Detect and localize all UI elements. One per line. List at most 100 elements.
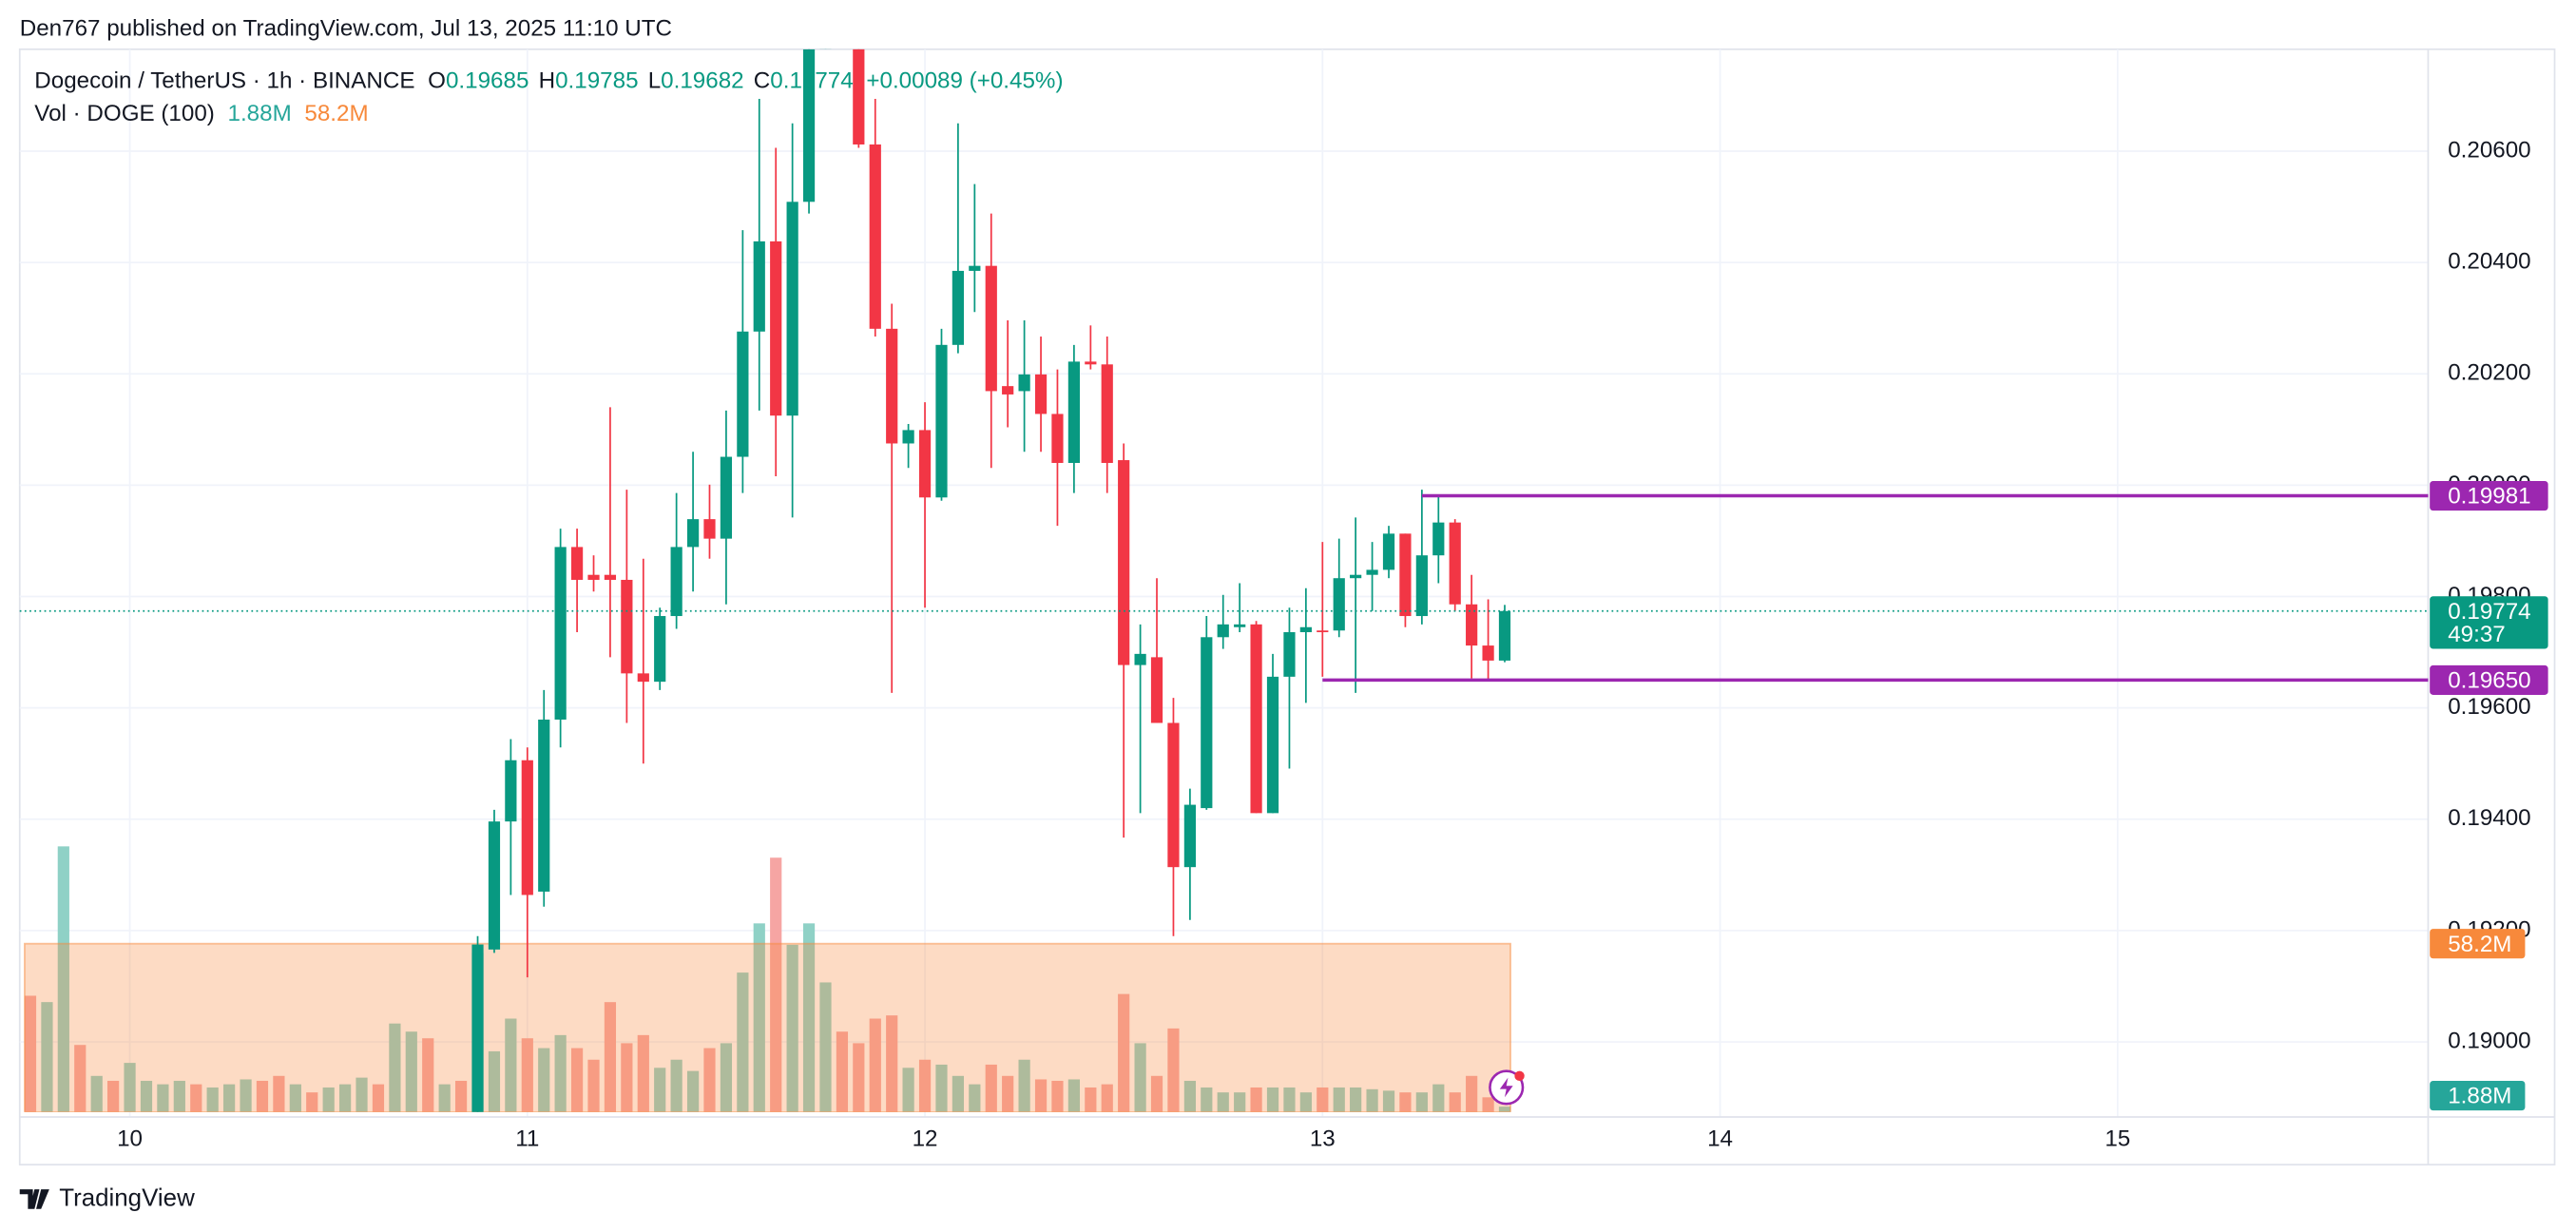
- x-tick-label: 13: [1310, 1126, 1336, 1152]
- candle-body: [604, 574, 617, 580]
- legend-value: 0.19785: [555, 68, 638, 94]
- volume-bar: [538, 1048, 550, 1112]
- candle-body: [554, 547, 567, 720]
- candle-body: [621, 579, 633, 674]
- volume-bar: [90, 1075, 103, 1112]
- candle-body: [969, 265, 981, 271]
- legend-letter: L: [648, 68, 661, 94]
- price-line-label: 0.19650: [2448, 668, 2530, 694]
- candle-body: [1299, 626, 1312, 633]
- volume-bar: [1201, 1087, 1213, 1112]
- volume-bar: [604, 1002, 617, 1112]
- published-note: Den767 published on TradingView.com, Jul…: [20, 15, 672, 41]
- candle-body: [1350, 574, 1362, 579]
- candle-body: [1250, 624, 1262, 814]
- volume-bar: [454, 1080, 468, 1112]
- candle-body: [1183, 804, 1197, 868]
- volume-bar: [356, 1077, 368, 1112]
- candle-body: [1234, 624, 1246, 627]
- candle-body: [1101, 364, 1113, 463]
- x-tick-label: 12: [913, 1126, 938, 1152]
- volume-bar: [836, 1031, 849, 1112]
- candle-body: [1366, 569, 1378, 575]
- candle-body: [637, 673, 649, 683]
- volume-bar: [1101, 1084, 1113, 1112]
- candle-body: [902, 430, 914, 444]
- y-tick-label: 0.19400: [2448, 805, 2530, 831]
- candle-body: [1466, 604, 1478, 646]
- candle-body: [918, 430, 932, 498]
- last-price-label: 0.19774: [2448, 599, 2530, 625]
- candle-body: [886, 328, 898, 444]
- y-tick-label: 0.20200: [2448, 360, 2530, 386]
- volume-bar: [902, 1068, 914, 1112]
- candle-body: [1085, 361, 1097, 365]
- volume-bar: [488, 1050, 501, 1112]
- candle-body: [819, 0, 831, 49]
- candle-body: [1382, 533, 1395, 570]
- price-line-badge: [2430, 480, 2548, 511]
- candle-body: [1415, 555, 1428, 617]
- volume-bar: [554, 1034, 567, 1112]
- candle-body: [1399, 533, 1412, 617]
- legend-letter: C: [754, 68, 770, 94]
- candle-body: [1201, 637, 1213, 809]
- volume-bar: [256, 1080, 269, 1112]
- candle-body: [720, 456, 733, 539]
- volume-bar: [1415, 1092, 1428, 1112]
- candle-body: [737, 331, 749, 457]
- volume-ma-value: 58.2M: [304, 101, 368, 126]
- candle-body: [670, 547, 682, 617]
- footer-logo: TradingView: [19, 1184, 195, 1211]
- candle-body: [869, 144, 881, 329]
- volume-bar: [1432, 1084, 1445, 1112]
- candle-body: [488, 821, 501, 950]
- volume-bar: [1118, 993, 1130, 1112]
- candle-body: [587, 574, 600, 580]
- volume-bar: [140, 1080, 153, 1112]
- candle-body: [471, 944, 484, 1112]
- volume-bar: [1266, 1087, 1279, 1112]
- volume-bar: [1399, 1092, 1412, 1112]
- volume-ma-badge: [2430, 929, 2526, 959]
- volume-bar: [935, 1064, 948, 1112]
- volume-bar: [240, 1079, 252, 1112]
- candle-body: [1217, 624, 1229, 638]
- volume-bar: [1299, 1092, 1312, 1112]
- legend-value: 0.19685: [446, 68, 529, 94]
- volume-ma-label: 58.2M: [2448, 932, 2511, 957]
- volume-bar: [372, 1084, 385, 1112]
- symbol: Dogecoin / TetherUS · 1h · BINANCE: [34, 68, 414, 94]
- candle-body: [1432, 522, 1445, 556]
- volume-label: 1.88M: [2448, 1084, 2511, 1109]
- volume-bar: [1466, 1075, 1478, 1112]
- candle-body: [1266, 676, 1279, 814]
- volume-bar: [1333, 1087, 1345, 1112]
- volume-bar: [1482, 1097, 1494, 1112]
- legend-ohlc: Dogecoin / TetherUS · 1h · BINANCE O0.19…: [34, 68, 1063, 94]
- volume-bar: [1350, 1087, 1362, 1112]
- legend-letter: H: [539, 68, 555, 94]
- candle-body: [1002, 386, 1014, 395]
- volume-bar: [853, 1043, 865, 1112]
- candle-body: [521, 760, 533, 895]
- volume-bar: [985, 1064, 997, 1112]
- volume-bar: [654, 1068, 666, 1112]
- last-price-badge: [2430, 596, 2548, 649]
- y-tick-label: 0.20600: [2448, 137, 2530, 163]
- candle-body: [1018, 374, 1030, 392]
- volume-bar: [157, 1084, 169, 1112]
- volume-bar: [753, 923, 765, 1112]
- candle-body: [753, 241, 765, 332]
- candle-body: [505, 760, 517, 822]
- volume-bar: [1150, 1075, 1163, 1112]
- candle-body: [802, 48, 816, 202]
- candle-body: [686, 519, 700, 548]
- volume-bar: [1382, 1090, 1395, 1112]
- volume-bar: [289, 1084, 301, 1112]
- candle-body: [853, 48, 865, 144]
- y-tick-label: 0.20400: [2448, 249, 2530, 275]
- volume-bar: [570, 1048, 584, 1112]
- volume-bar: [587, 1059, 600, 1112]
- candle-body: [1167, 722, 1180, 868]
